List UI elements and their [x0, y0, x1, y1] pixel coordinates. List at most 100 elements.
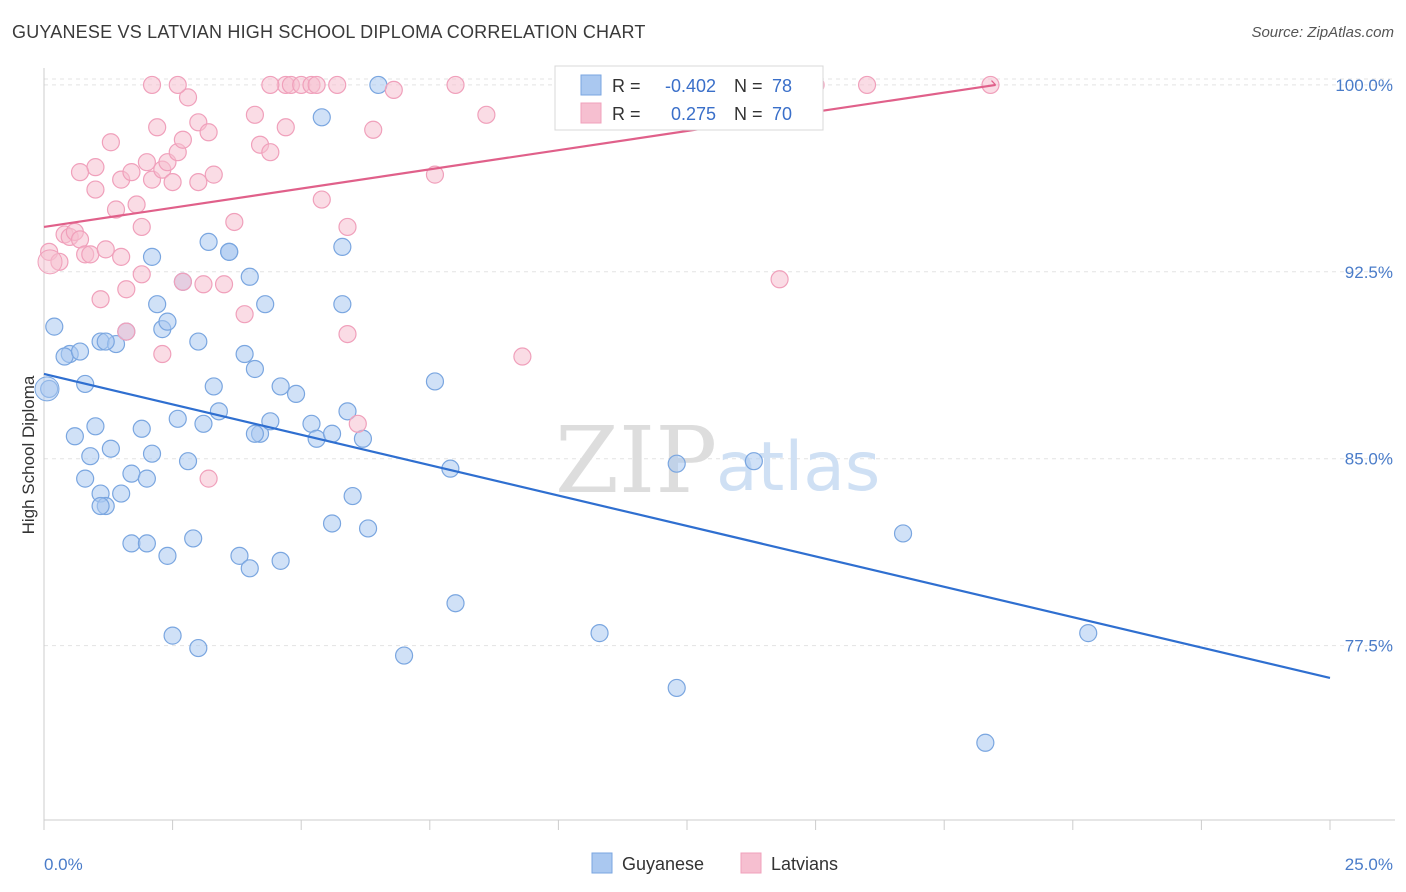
point-guyanese-25 — [148, 295, 167, 314]
point-latvians-10 — [86, 180, 105, 199]
point-latvians-49 — [312, 190, 331, 209]
point-latvians-28 — [173, 130, 192, 149]
point-guyanese-54 — [333, 295, 352, 314]
point-guyanese-55 — [338, 402, 357, 421]
point-latvians-16 — [117, 280, 136, 299]
point-latvians-59 — [513, 347, 532, 366]
point-latvians-51 — [338, 217, 357, 237]
series-legend-swatch-latvians — [740, 852, 762, 874]
point-guyanese-32 — [194, 414, 213, 433]
point-latvians-69 — [261, 75, 280, 95]
point-latvians-64 — [199, 469, 218, 488]
point-guyanese-26 — [158, 312, 177, 331]
point-latvians-7 — [81, 245, 100, 264]
point-latvians-11 — [91, 290, 110, 309]
point-guyanese-46 — [286, 384, 306, 404]
point-guyanese-42 — [245, 359, 265, 379]
point-latvians-39 — [235, 305, 254, 324]
point-latvians-54 — [364, 120, 383, 139]
point-latvians-43 — [276, 118, 295, 137]
point-guyanese-33 — [204, 377, 223, 396]
point-guyanese-18 — [122, 464, 141, 483]
point-guyanese-73 — [976, 733, 995, 752]
point-guyanese-75 — [893, 524, 913, 543]
chart-source: Source: ZipAtlas.com — [1251, 24, 1394, 41]
point-guyanese-76 — [137, 534, 156, 553]
point-latvians-53 — [348, 414, 367, 433]
y-tick-label-1: 92.5% — [1345, 263, 1393, 282]
x-tick-label-0: 0.0% — [44, 855, 83, 874]
legend-n-value-1: 78 — [772, 76, 792, 96]
point-latvians-23 — [148, 118, 167, 137]
watermark-atlas: atlas — [716, 428, 880, 507]
point-guyanese-67 — [667, 454, 686, 473]
point-guyanese-50 — [245, 424, 265, 443]
point-guyanese-31 — [168, 409, 187, 428]
point-guyanese-59 — [343, 486, 362, 506]
point-guyanese-8 — [96, 332, 115, 351]
point-guyanese-0 — [45, 317, 64, 336]
point-latvians-57 — [446, 75, 465, 95]
point-latvians-26 — [163, 172, 182, 192]
point-guyanese-77 — [91, 496, 110, 516]
point-latvians-29 — [178, 88, 198, 107]
point-guyanese-11 — [81, 447, 100, 466]
series-legend-label-latvians: Latvians — [771, 854, 838, 874]
point-latvians-20 — [132, 217, 151, 237]
point-latvians-38 — [225, 212, 244, 232]
point-guyanese-cluster — [34, 376, 60, 402]
trend-line-guyanese — [43, 372, 1331, 680]
point-latvians-21 — [137, 153, 156, 172]
point-latvians-33 — [189, 172, 208, 192]
point-latvians-52 — [338, 324, 357, 344]
point-latvians-37 — [214, 275, 234, 294]
point-latvians-67 — [142, 75, 162, 95]
axes — [43, 68, 1395, 830]
stats-legend: R = -0.402 N = 78 R = 0.275 N = 70 — [554, 65, 824, 131]
point-latvians-13 — [101, 133, 120, 152]
point-guyanese-12 — [86, 417, 105, 436]
point-guyanese-74 — [1079, 624, 1098, 643]
point-guyanese-40 — [240, 267, 259, 286]
legend-n-value-2: 70 — [772, 104, 792, 124]
point-latvians-68 — [112, 247, 131, 266]
point-guyanese-13 — [76, 469, 95, 488]
legend-r-label-2: R = — [612, 104, 641, 124]
point-guyanese-39 — [220, 242, 239, 261]
series-legend-swatch-guyanese — [591, 852, 613, 874]
x-tick-labels: 0.0% 25.0% — [44, 855, 1393, 874]
y-tick-labels: 100.0% 92.5% 85.0% 77.5% — [1335, 76, 1393, 656]
point-latvians-61 — [857, 75, 877, 95]
series-legend-label-guyanese: Guyanese — [622, 854, 704, 874]
point-guyanese-41 — [256, 295, 275, 314]
point-guyanese-17 — [112, 484, 131, 503]
point-guyanese-63 — [425, 372, 445, 391]
point-guyanese-4 — [70, 342, 90, 361]
legend-swatch-guyanese — [580, 74, 602, 96]
point-guyanese-66 — [590, 624, 609, 643]
point-guyanese-70 — [394, 646, 414, 665]
point-latvians-31 — [173, 272, 192, 291]
legend-n-label-1: N = — [734, 76, 763, 96]
point-guyanese-53 — [271, 551, 290, 570]
point-latvians-34 — [199, 123, 218, 142]
point-latvians-55 — [384, 80, 403, 100]
point-guyanese-51 — [230, 546, 249, 565]
point-guyanese-69 — [667, 678, 686, 698]
chart-title: GUYANESE VS LATVIAN HIGH SCHOOL DIPLOMA … — [12, 22, 646, 42]
point-guyanese-52 — [240, 559, 259, 578]
point-guyanese-28 — [142, 247, 162, 266]
series-legend: Guyanese Latvians — [591, 852, 838, 874]
y-tick-label-3: 77.5% — [1345, 637, 1393, 656]
point-guyanese-71 — [189, 638, 208, 658]
point-latvians-35 — [204, 165, 223, 184]
point-latvians-19 — [132, 265, 151, 284]
point-guyanese-57 — [333, 237, 352, 256]
point-guyanese-62 — [312, 108, 331, 127]
point-latvians-30 — [168, 75, 187, 95]
point-guyanese-21 — [142, 444, 162, 463]
point-guyanese-20 — [137, 469, 156, 488]
y-tick-label-0: 100.0% — [1335, 76, 1393, 95]
point-latvians-36 — [194, 275, 213, 294]
